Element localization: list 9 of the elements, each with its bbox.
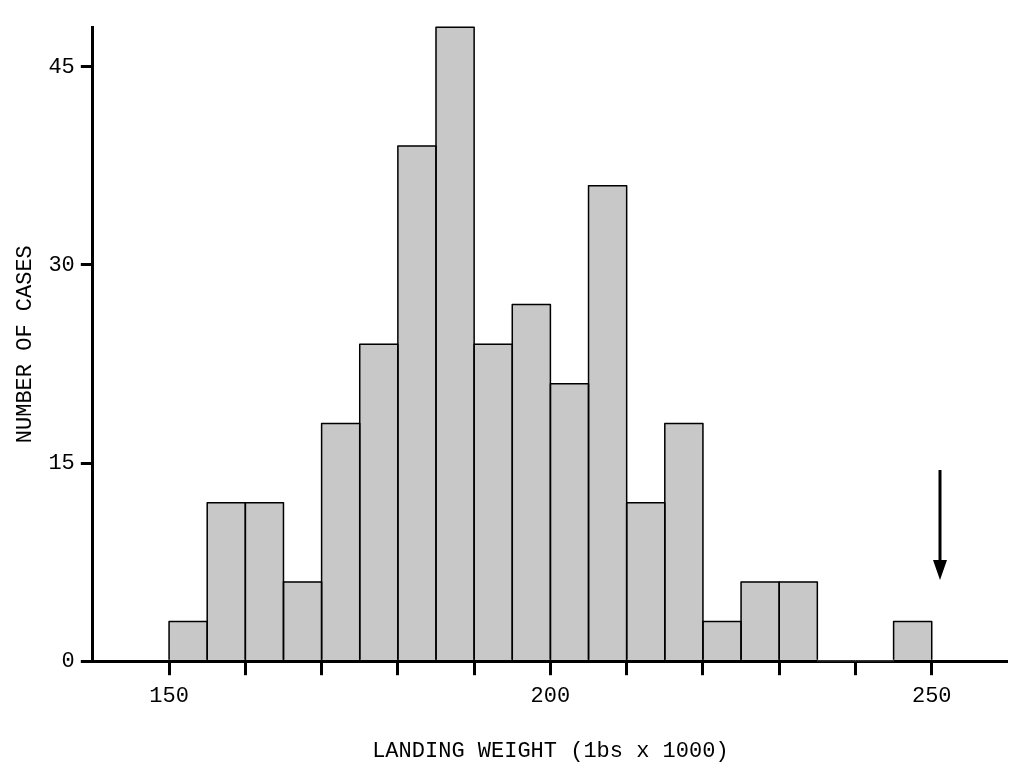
x-tick-label: 200 (530, 684, 571, 710)
y-axis-title: NUMBER OF CASES (13, 245, 39, 444)
y-tick-label: 15 (48, 450, 75, 476)
x-tick-label: 150 (149, 684, 189, 710)
x-axis-title: LANDING WEIGHT (1bs x 1000) (372, 738, 729, 764)
y-tick-label: 30 (48, 252, 75, 278)
y-tick-label: 45 (48, 54, 75, 80)
y-tick-label: 0 (61, 649, 75, 675)
x-tick-label: 250 (911, 684, 952, 710)
